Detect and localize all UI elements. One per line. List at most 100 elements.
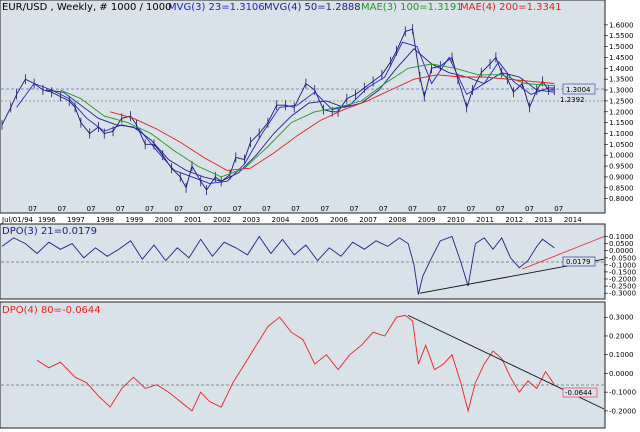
price-y-tick-label: 1.3000 bbox=[609, 87, 634, 95]
price-marker: 1.3004 bbox=[566, 86, 591, 94]
dpo3-marker-box bbox=[562, 256, 596, 267]
x-axis-month-label: 07 bbox=[350, 205, 359, 213]
x-axis-year-label: 1999 bbox=[126, 216, 144, 224]
x-axis-month-label: 07 bbox=[408, 205, 417, 213]
x-axis-year-label: 2006 bbox=[330, 216, 348, 224]
dpo3-trend-support-red bbox=[522, 236, 605, 270]
x-axis-month-label: 07 bbox=[174, 205, 183, 213]
x-axis-month-label: 07 bbox=[57, 205, 66, 213]
price-y-tick-label: 0.9500 bbox=[609, 163, 634, 171]
mae3-line bbox=[60, 63, 555, 178]
price-y-tick-label: 0.8500 bbox=[609, 184, 634, 192]
x-axis-year-label: 2008 bbox=[389, 216, 407, 224]
x-axis-year-label: 2010 bbox=[447, 216, 465, 224]
dpo4-y-tick-label: 0.3000 bbox=[609, 314, 634, 322]
x-axis-year-label: 1997 bbox=[67, 216, 85, 224]
x-axis-month-label: 07 bbox=[525, 205, 534, 213]
price-y-tick-label: 1.3500 bbox=[609, 76, 634, 84]
x-axis-year-label: 2004 bbox=[272, 216, 290, 224]
price-y-tick-label: 1.4000 bbox=[609, 65, 634, 73]
dpo4-panel bbox=[0, 301, 606, 429]
price-y-tick-label: 1.4500 bbox=[609, 54, 634, 62]
x-axis-month-label: 07 bbox=[145, 205, 154, 213]
price-y-tick-label: 1.0000 bbox=[609, 152, 634, 160]
x-axis-year-label: 2013 bbox=[535, 216, 553, 224]
x-axis-month-label: 07 bbox=[554, 205, 563, 213]
dpo4-y-axis: 0.3000 0.2000 0.1000 0.0000 -0.1000 -0.2000 bbox=[604, 314, 636, 415]
header-mae3: MAE(3) 100=1.3191 bbox=[361, 2, 463, 13]
x-axis-month-label: 07 bbox=[320, 205, 329, 213]
level-label: 1.2392 bbox=[560, 96, 585, 104]
x-axis-month-label: 07 bbox=[437, 205, 446, 213]
price-y-tick-label: 0.9000 bbox=[609, 173, 634, 181]
x-axis-year-label: 2002 bbox=[213, 216, 231, 224]
dpo3-panel bbox=[0, 223, 606, 300]
x-axis-year-label: 1998 bbox=[96, 216, 114, 224]
price-y-tick-label: 0.8000 bbox=[609, 195, 634, 203]
dpo3-title: DPO(3) 21=0.0179 bbox=[2, 226, 97, 237]
dpo3-y-tick-label: 0.0500 bbox=[609, 240, 634, 248]
x-axis-month-label: 07 bbox=[87, 205, 96, 213]
header-symbol: EUR/USD , Weekly, # 1000 / 1000 bbox=[2, 2, 172, 13]
x-axis-month-label: 07 bbox=[496, 205, 505, 213]
price-y-tick-label: 1.1500 bbox=[609, 119, 634, 127]
dpo3-line bbox=[1, 235, 555, 295]
dpo3-y-axis: 0.10000.05000.0000-0.0500-0.1000-0.1500-… bbox=[604, 233, 636, 298]
x-axis-start-label: Jul/01/94 bbox=[1, 216, 34, 224]
dpo3-y-tick-label: 0.1000 bbox=[609, 233, 634, 241]
dpo3-y-tick-label: -0.3000 bbox=[609, 290, 636, 298]
dpo3-marker: 0.0179 bbox=[566, 258, 591, 266]
dpo4-y-tick-label: 0.0000 bbox=[609, 370, 634, 378]
dpo4-y-tick-label: -0.1000 bbox=[609, 389, 636, 397]
header-mvg3: MVG(3) 23=1.3106 bbox=[168, 2, 265, 13]
dpo4-y-tick-label: 0.2000 bbox=[609, 332, 634, 340]
dpo4-title: DPO(4) 80=-0.0644 bbox=[2, 305, 101, 316]
x-axis-year-label: 2003 bbox=[242, 216, 260, 224]
dpo3-y-tick-label: -0.0500 bbox=[609, 254, 636, 262]
price-y-tick-label: 1.2000 bbox=[609, 108, 634, 116]
x-axis-month-label: 07 bbox=[28, 205, 37, 213]
x-axis-year-label: 2000 bbox=[155, 216, 173, 224]
x-axis-month-label: 07 bbox=[116, 205, 125, 213]
mvg4-line bbox=[45, 48, 555, 182]
x-axis-year-label: 2001 bbox=[184, 216, 202, 224]
x-axis-year-label: 2012 bbox=[505, 216, 523, 224]
price-y-tick-label: 1.1000 bbox=[609, 130, 634, 138]
x-axis-month-label: 07 bbox=[291, 205, 300, 213]
header-mvg4: MVG(4) 50=1.2888 bbox=[264, 2, 361, 13]
dpo3-y-tick-label: -0.2000 bbox=[609, 276, 636, 284]
dpo3-y-tick-label: 0.0000 bbox=[609, 247, 634, 255]
price-marker-box bbox=[562, 83, 596, 95]
price-line bbox=[1, 28, 555, 191]
dpo3-y-tick-label: -0.1000 bbox=[609, 261, 636, 269]
dpo4-y-tick-label: 0.1000 bbox=[609, 351, 634, 359]
dpo4-line bbox=[36, 314, 555, 413]
header-mae4: MAE(4) 200=1.3341 bbox=[460, 2, 562, 13]
price-y-axis: 1.6000 1.5500 1.5000 1.4500 1.4000 1.3500 1.30… bbox=[604, 21, 634, 203]
price-series-layer bbox=[1, 24, 555, 195]
dpo4-y-tick-label: -0.2000 bbox=[609, 407, 636, 415]
dpo4-marker: -0.0644 bbox=[565, 389, 593, 397]
x-axis-year-label: 2007 bbox=[359, 216, 377, 224]
x-axis-month-label: 07 bbox=[204, 205, 213, 213]
dpo3-y-tick-label: -0.1500 bbox=[609, 268, 636, 276]
price-y-tick-label: 1.2500 bbox=[609, 97, 634, 105]
mae4-line bbox=[109, 74, 555, 171]
x-axis-month-label: 07 bbox=[233, 205, 242, 213]
price-y-tick-label: 1.6000 bbox=[609, 21, 634, 29]
price-y-tick-label: 1.5500 bbox=[609, 32, 634, 40]
x-axis-month-label: 07 bbox=[262, 205, 271, 213]
price-panel bbox=[0, 0, 606, 214]
x-axis-year-label: 2011 bbox=[476, 216, 494, 224]
x-axis-year-label: 2014 bbox=[564, 216, 582, 224]
dpo3-y-tick-label: -0.2500 bbox=[609, 283, 636, 291]
x-axis-month-label: 07 bbox=[379, 205, 388, 213]
x-axis-month-label: 07 bbox=[467, 205, 476, 213]
x-axis-year-label: 2005 bbox=[301, 216, 319, 224]
price-y-tick-label: 1.5000 bbox=[609, 43, 634, 51]
x-axis: Jul/01/940719960719970719980719990720000… bbox=[1, 205, 582, 224]
mvg3-line bbox=[16, 41, 555, 184]
x-axis-year-label: 2009 bbox=[418, 216, 436, 224]
x-axis-year-label: 1996 bbox=[38, 216, 56, 224]
